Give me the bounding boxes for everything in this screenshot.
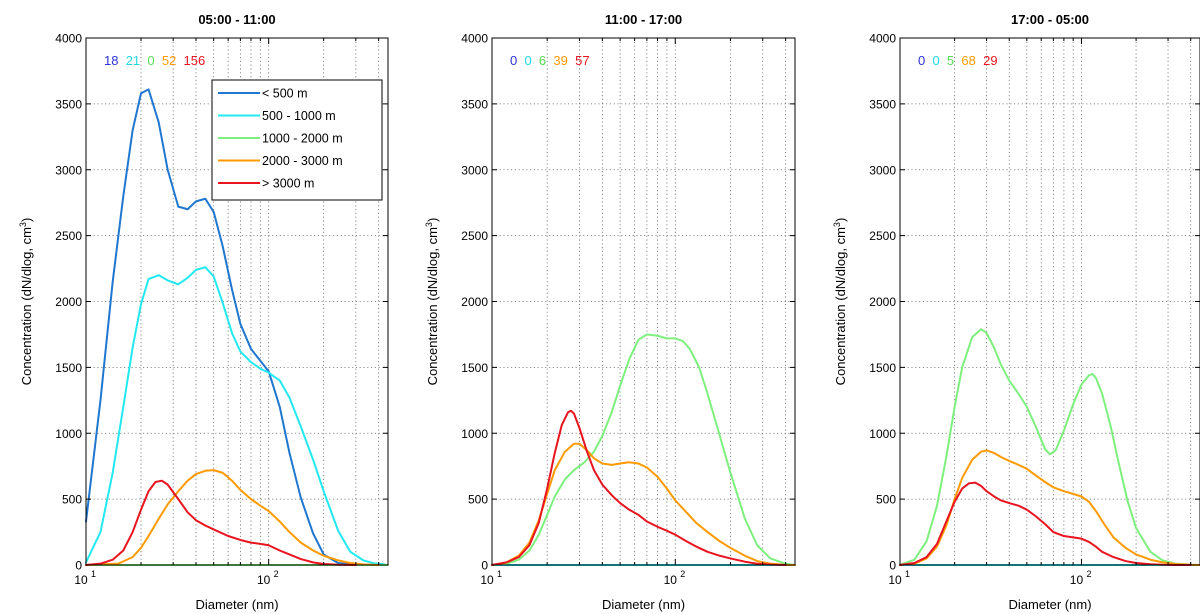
y-axis-label: Concentration (dN/dlog, cm3) — [424, 218, 440, 386]
count-label-2: 0 — [925, 53, 939, 68]
y-tick-label: 0 — [481, 559, 488, 573]
y-tick-label: 500 — [468, 493, 488, 507]
count-label-5: 29 — [976, 53, 998, 68]
chart-title: 17:00 - 05:00 — [1011, 12, 1089, 27]
y-tick-label: 1500 — [55, 361, 82, 375]
count-label-1: 0 — [918, 53, 925, 68]
x-axis-label: Diameter (nm) — [195, 597, 278, 612]
y-tick-label: 2500 — [55, 229, 82, 243]
count-annotations: 18 21 0 52 156 — [104, 53, 205, 68]
y-tick-label: 4000 — [869, 32, 896, 46]
y-tick-label: 1000 — [55, 427, 82, 441]
y-tick-label: 3000 — [869, 163, 896, 177]
x-axis-label: Diameter (nm) — [1008, 597, 1091, 612]
legend-label-5: > 3000 m — [262, 177, 314, 191]
count-label-4: 52 — [155, 53, 177, 68]
x-tick-label: 10 — [480, 573, 494, 587]
legend-label-3: 1000 - 2000 m — [262, 132, 343, 146]
series-line-4 — [85, 469, 380, 566]
y-tick-label: 2500 — [869, 229, 896, 243]
x-tick-label: 10 — [664, 573, 678, 587]
y-tick-label: 3500 — [461, 97, 488, 111]
y-tick-label: 4000 — [55, 32, 82, 46]
plot-area — [492, 38, 795, 565]
legend-box — [211, 79, 383, 201]
count-label-2: 21 — [118, 53, 140, 68]
y-tick-label: 3500 — [55, 97, 82, 111]
legend-label-4: 2000 - 3000 m — [262, 154, 343, 168]
series-line-2 — [85, 266, 386, 566]
series-line-4 — [491, 442, 796, 566]
chart-title: 11:00 - 17:00 — [605, 12, 682, 27]
y-tick-label: 0 — [889, 559, 896, 573]
y-tick-label: 3000 — [55, 163, 82, 177]
count-label-3: 5 — [940, 53, 954, 68]
y-axis-label: Concentration (dN/dlog, cm3) — [832, 218, 848, 386]
count-label-3: 0 — [140, 53, 154, 68]
x-tick-label-exponent: 1 — [91, 569, 96, 579]
y-tick-label: 1000 — [461, 427, 488, 441]
count-label-4: 68 — [954, 53, 976, 68]
count-label-5: 156 — [176, 53, 205, 68]
x-tick-label: 10 — [257, 573, 271, 587]
x-tick-label-exponent: 2 — [1086, 569, 1091, 579]
series-line-5 — [491, 409, 787, 566]
y-tick-label: 500 — [876, 493, 896, 507]
x-axis-label: Diameter (nm) — [602, 597, 685, 612]
y-axis-label: Concentration (dN/dlog, cm3) — [18, 218, 34, 386]
count-label-2: 0 — [517, 53, 531, 68]
y-tick-label: 2000 — [461, 295, 488, 309]
count-label-3: 6 — [532, 53, 546, 68]
series-line-5 — [899, 481, 1192, 566]
y-tick-label: 1500 — [869, 361, 896, 375]
x-tick-label-exponent: 2 — [680, 569, 685, 579]
y-tick-label: 2500 — [461, 229, 488, 243]
series-line-5 — [85, 479, 357, 566]
x-tick-label: 10 — [1070, 573, 1084, 587]
series-line-3 — [491, 333, 796, 566]
count-label-1: 0 — [510, 53, 517, 68]
legend-label-2: 500 - 1000 m — [262, 109, 336, 123]
count-label-1: 18 — [104, 53, 118, 68]
y-tick-label: 2000 — [869, 295, 896, 309]
count-annotations: 0 0 6 39 57 — [510, 53, 590, 68]
y-tick-label: 2000 — [55, 295, 82, 309]
x-tick-label-exponent: 1 — [497, 569, 502, 579]
y-tick-label: 0 — [75, 559, 82, 573]
count-label-5: 57 — [568, 53, 590, 68]
legend: < 500 m 500 - 1000 m 1000 - 2000 m 2000 - 3… — [211, 79, 383, 201]
y-tick-label: 4000 — [461, 32, 488, 46]
legend-label-1: < 500 m — [262, 87, 308, 101]
x-tick-label-exponent: 1 — [905, 569, 910, 579]
y-tick-label: 500 — [62, 493, 82, 507]
y-tick-label: 1000 — [869, 427, 896, 441]
count-label-4: 39 — [546, 53, 568, 68]
count-annotations: 0 0 5 68 29 — [918, 53, 998, 68]
chart-title: 05:00 - 11:00 — [198, 12, 275, 27]
x-tick-label: 10 — [74, 573, 88, 587]
series-line-3 — [899, 328, 1200, 566]
y-tick-label: 3500 — [869, 97, 896, 111]
x-tick-label: 10 — [888, 573, 902, 587]
y-tick-label: 3000 — [461, 163, 488, 177]
y-tick-label: 1500 — [461, 361, 488, 375]
series-line-1 — [85, 88, 352, 566]
series-line-4 — [899, 449, 1200, 566]
x-tick-label-exponent: 2 — [274, 569, 279, 579]
